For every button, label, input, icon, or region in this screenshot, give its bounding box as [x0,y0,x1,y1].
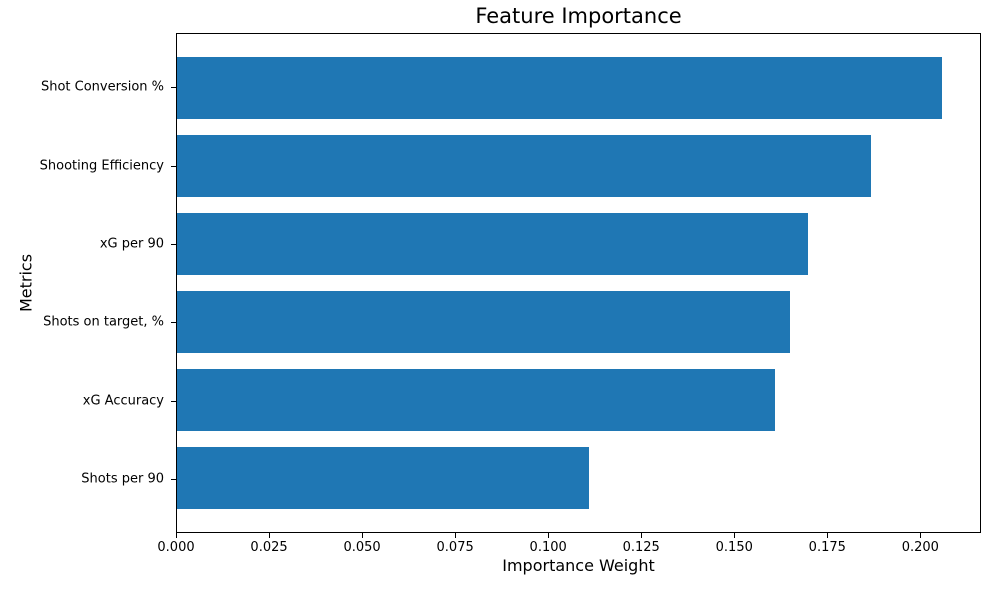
bar [177,135,872,197]
y-tick-mark [171,400,176,402]
x-tick-mark [269,533,271,538]
x-axis-title: Importance Weight [502,556,655,575]
y-tick-mark [171,243,176,245]
y-axis: Shot Conversion % Shooting Efficiency xG p… [0,33,176,533]
x-axis: 0.000 0.025 0.050 0.075 0.100 0.125 0.150 0.175… [157,532,981,566]
y-tick-mark [171,322,176,324]
bar [177,213,809,275]
bar [177,369,775,431]
x-tick-label: 0.100 [529,540,567,555]
bar-row [177,439,980,517]
y-tick-mark [171,87,176,89]
x-tick-mark [641,533,643,538]
x-tick-label: 0.025 [250,540,288,555]
bar-row [177,205,980,283]
x-tick-mark [827,533,829,538]
y-tick-label: Shots on target, % [43,314,164,330]
y-tick-label: Shot Conversion % [40,79,164,95]
x-tick-label: 0.150 [715,540,753,555]
x-tick-mark [548,533,550,538]
x-tick-label: 0.075 [436,540,474,555]
y-tick-label: Shots per 90 [81,471,164,487]
bar [177,57,942,119]
x-tick-label: 0.125 [622,540,660,555]
bar-row [177,127,980,205]
chart-title: Feature Importance [475,4,682,28]
bar [177,447,590,509]
x-tick-mark [455,533,457,538]
y-tick-label: xG Accuracy [82,393,164,408]
y-tick-label: xG per 90 [99,236,164,252]
y-tick-mark [171,165,176,167]
x-tick-mark [920,533,922,538]
x-tick-mark [734,533,736,538]
x-tick-mark [362,533,364,538]
bar [177,291,790,353]
y-tick-mark [171,478,176,480]
plot-area [176,33,981,533]
x-tick-label: 0.050 [343,540,381,555]
x-tick-label: 0.200 [901,540,939,555]
x-tick-label: 0.000 [157,540,195,555]
y-tick-label: Shooting Efficiency [39,158,164,173]
x-tick-mark [176,533,177,538]
bar-row [177,283,980,361]
bars-container [177,34,980,532]
bar-row [177,49,980,127]
bar-row [177,361,980,439]
x-tick-label: 0.175 [808,540,846,555]
